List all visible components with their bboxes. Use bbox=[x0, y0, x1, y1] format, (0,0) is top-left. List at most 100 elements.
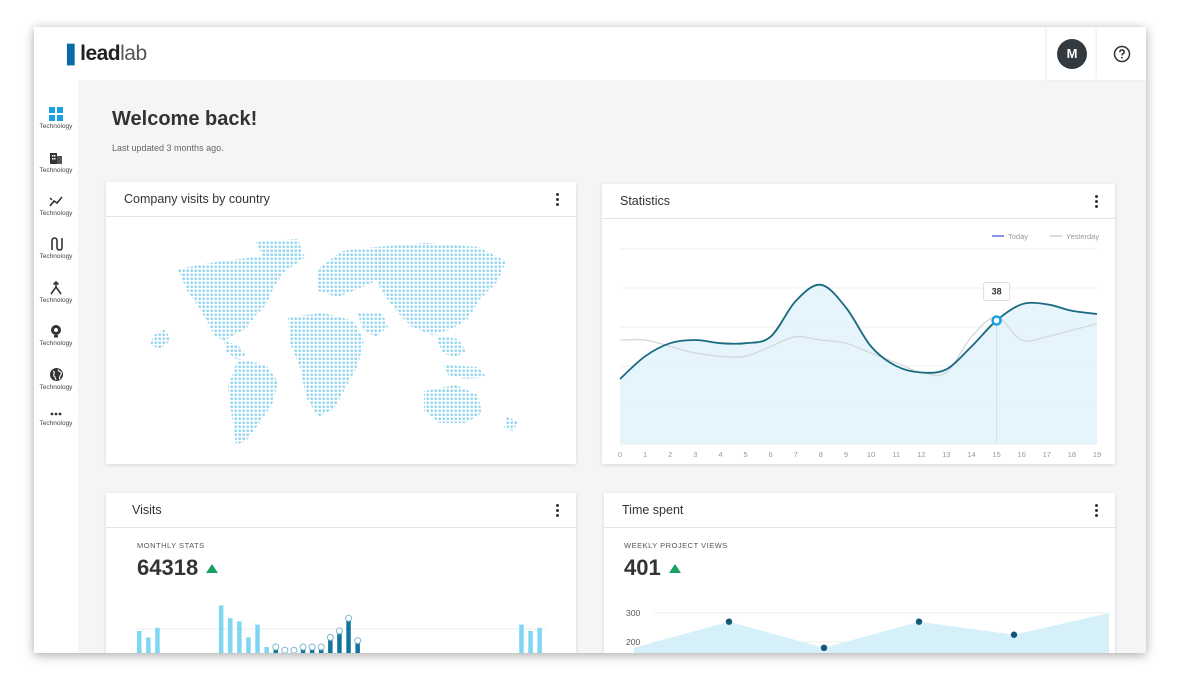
merge-icon bbox=[50, 281, 62, 295]
help-button[interactable] bbox=[1097, 27, 1146, 80]
kebab-menu-icon[interactable] bbox=[1089, 193, 1103, 209]
map-card: Company visits by country bbox=[106, 182, 576, 464]
sidebar-item-ideas[interactable]: Technology bbox=[34, 324, 78, 364]
world-map[interactable] bbox=[106, 217, 576, 464]
bar-light bbox=[255, 624, 260, 653]
sidebar-item-label: Technology bbox=[39, 123, 73, 130]
help-icon bbox=[1113, 45, 1130, 62]
sidebar-item-label: Technology bbox=[39, 167, 73, 174]
sidebar-item-label: Technology bbox=[39, 297, 73, 304]
sidebar-item-label: Technology bbox=[39, 210, 73, 217]
map-asia bbox=[376, 243, 506, 335]
sidebar-item-dashboard[interactable]: Technology bbox=[34, 107, 78, 147]
highlight-point[interactable] bbox=[991, 315, 1002, 326]
tooltip-value: 38 bbox=[992, 287, 1002, 297]
bar-marker bbox=[326, 633, 334, 641]
x-tick-label: 15 bbox=[992, 450, 1000, 459]
bar-marker bbox=[308, 643, 316, 651]
sidebar-item-label: Technology bbox=[39, 253, 73, 260]
bar-light bbox=[218, 605, 224, 653]
kebab-menu-icon[interactable] bbox=[550, 191, 564, 207]
logo-mark: ❚ bbox=[62, 42, 80, 65]
tooltip-box bbox=[983, 282, 1011, 301]
sidebar-item-world[interactable]: Technology bbox=[34, 367, 78, 407]
x-tick-label: 3 bbox=[693, 450, 697, 459]
trend-up-icon bbox=[668, 564, 681, 573]
sidebar-item-merge[interactable]: Technology bbox=[34, 281, 78, 321]
card-header: Visits bbox=[106, 493, 576, 528]
map-southeast-asia bbox=[436, 335, 466, 357]
map-australia bbox=[424, 385, 482, 423]
x-tick-label: 19 bbox=[1093, 450, 1101, 459]
visits-card: Visits MONTHLY STATS 64318 bbox=[106, 493, 576, 653]
route-icon bbox=[51, 237, 63, 251]
data-point[interactable] bbox=[725, 618, 733, 625]
data-point[interactable] bbox=[1010, 631, 1018, 638]
bar-light bbox=[264, 647, 269, 653]
x-tick-label: 1 bbox=[643, 450, 647, 459]
trend-icon bbox=[49, 196, 63, 207]
time-spent-area-chart[interactable]: 300 200 bbox=[604, 583, 1115, 653]
x-tick-label: 16 bbox=[1018, 450, 1026, 459]
today-area-fill bbox=[620, 284, 1097, 444]
map-europe bbox=[318, 247, 386, 297]
bar-marker bbox=[281, 646, 289, 653]
bar-group bbox=[137, 605, 542, 653]
x-tick-label: 17 bbox=[1043, 450, 1051, 459]
sidebar-item-trends[interactable]: Technology bbox=[34, 194, 78, 234]
bar-dark bbox=[337, 631, 342, 653]
trend-up-icon bbox=[206, 564, 219, 573]
avatar[interactable]: M bbox=[1057, 38, 1087, 69]
user-menu[interactable]: M bbox=[1047, 27, 1097, 80]
map-south-america bbox=[228, 359, 278, 445]
sidebar-item-label: Technology bbox=[39, 340, 73, 347]
card-header: Company visits by country bbox=[106, 182, 576, 217]
x-tick-label: 9 bbox=[844, 450, 848, 459]
x-tick-label: 18 bbox=[1068, 450, 1076, 459]
building-icon bbox=[50, 153, 62, 164]
sidebar: Technology Technology Technology Technol… bbox=[34, 80, 78, 653]
visits-number: 64318 bbox=[137, 555, 199, 580]
x-tick-label: 7 bbox=[794, 450, 798, 459]
y-tick-label: 200 bbox=[626, 637, 640, 647]
bar-marker bbox=[354, 637, 362, 645]
kebab-menu-icon[interactable] bbox=[550, 502, 564, 518]
map-alaska bbox=[150, 329, 170, 349]
sidebar-item-more[interactable]: Technology bbox=[34, 410, 78, 450]
logo[interactable]: ❚ lead lab bbox=[34, 27, 147, 80]
map-middle-east bbox=[358, 313, 388, 337]
data-point[interactable] bbox=[915, 618, 923, 625]
statistics-line-chart[interactable]: Today Yesterday 38 0 1 2 3 4 5 6 7 8 9 10 11 12 13 14 1… bbox=[602, 219, 1115, 464]
page-title: Welcome back! bbox=[112, 108, 258, 130]
map-indonesia bbox=[444, 365, 486, 379]
sidebar-item-companies[interactable]: Technology bbox=[34, 151, 78, 191]
legend-yesterday-label: Yesterday bbox=[1066, 232, 1099, 241]
kebab-menu-icon[interactable] bbox=[1089, 502, 1103, 518]
weekly-project-views-label: WEEKLY PROJECT VIEWS bbox=[624, 541, 728, 550]
more-icon bbox=[50, 412, 62, 416]
bar-dark bbox=[346, 618, 351, 653]
card-title: Statistics bbox=[620, 194, 671, 208]
x-tick-label: 5 bbox=[743, 450, 747, 459]
sidebar-item-routes[interactable]: Technology bbox=[34, 237, 78, 277]
bar-marker bbox=[272, 643, 280, 651]
map-greenland bbox=[256, 239, 302, 259]
map-africa bbox=[288, 313, 364, 417]
bar-light bbox=[228, 618, 233, 653]
bar-light bbox=[137, 631, 142, 653]
x-tick-label: 8 bbox=[819, 450, 823, 459]
card-header: Statistics bbox=[602, 184, 1115, 219]
bar-dark bbox=[355, 640, 360, 653]
series-line-today bbox=[619, 283, 1098, 380]
x-axis-ticks: 0 1 2 3 4 5 6 7 8 9 10 11 12 13 14 15 16 17 18 19 bbox=[618, 450, 1101, 459]
globe-icon bbox=[49, 368, 63, 381]
idea-icon bbox=[51, 325, 61, 338]
data-point[interactable] bbox=[820, 644, 828, 651]
top-bar: ❚ lead lab M bbox=[34, 27, 1146, 80]
time-spent-value: 401 bbox=[624, 555, 681, 581]
visits-bar-chart[interactable] bbox=[106, 583, 576, 653]
x-tick-label: 4 bbox=[718, 450, 722, 459]
last-updated-text: Last updated 3 months ago. bbox=[112, 143, 224, 153]
logo-light-text: lab bbox=[120, 41, 147, 65]
logo-bold-text: lead bbox=[80, 41, 121, 65]
